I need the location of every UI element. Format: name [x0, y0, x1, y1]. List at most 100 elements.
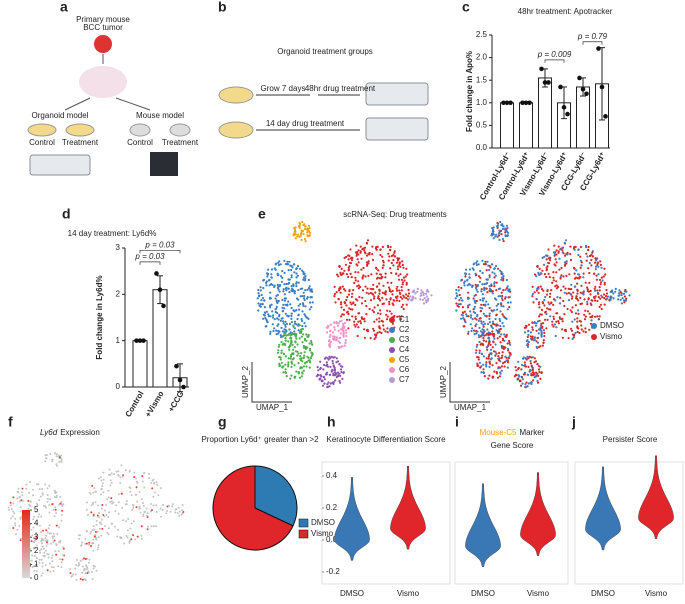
cell-dot [363, 249, 366, 252]
cell-dot [135, 477, 137, 480]
cell-dot [91, 529, 94, 532]
cell-dot [166, 510, 169, 512]
data-point [539, 66, 544, 72]
cell-dot [564, 287, 567, 290]
cell-dot [479, 366, 482, 369]
cell-dot [544, 310, 548, 313]
cell-dot [426, 288, 429, 292]
cell-dot [550, 289, 553, 292]
cell-dot [74, 567, 77, 570]
cell-dot [597, 318, 600, 321]
cell-dot [360, 316, 363, 319]
cell-dot [47, 553, 50, 556]
cell-dot [566, 253, 569, 256]
data-point [527, 100, 532, 106]
panel-label: g [218, 414, 227, 430]
cell-dot [492, 375, 495, 378]
device [29, 154, 91, 176]
cell-dot [20, 537, 22, 540]
cell-dot [100, 534, 103, 537]
cell-dot [557, 320, 560, 323]
cell-dot [399, 296, 402, 299]
cell-dot [94, 501, 97, 504]
cell-dot [287, 361, 290, 364]
plot-frame [321, 461, 451, 585]
cell-dot [281, 306, 284, 309]
cell-dot [392, 264, 395, 267]
cell-dot [557, 245, 560, 248]
x-tick-label: +Vismo [143, 389, 165, 418]
cell-dot [609, 296, 612, 299]
cell-dot [271, 310, 274, 313]
cell-dot [500, 276, 503, 279]
cell-dot [337, 289, 341, 292]
cell-dot [362, 247, 365, 250]
cell-dot [393, 255, 396, 258]
cell-dot [513, 375, 517, 378]
cell-dot [599, 297, 602, 300]
cell-dot [475, 261, 478, 264]
cell-dot [464, 272, 468, 275]
cell-dot [121, 506, 124, 509]
cell-dot [586, 310, 590, 313]
cell-dot [178, 514, 181, 517]
cell-dot [335, 357, 338, 360]
cell-dot [545, 327, 548, 330]
cell-dot [365, 313, 368, 316]
chart-title: 14 day treatment: Ly6d% [68, 229, 157, 238]
cell-dot [270, 273, 273, 276]
cell-dot [140, 537, 143, 540]
cell-dot [485, 361, 488, 364]
cell-dot [92, 567, 95, 570]
cell-dot [257, 302, 260, 305]
cell-dot [509, 343, 512, 346]
cell-dot [335, 321, 338, 324]
cell-dot [586, 289, 589, 293]
cell-dot [479, 298, 482, 302]
cell-dot [182, 511, 185, 513]
cell-dot [420, 292, 423, 295]
cell-dot [527, 382, 530, 385]
data-point [523, 100, 529, 106]
cell-dot [324, 373, 327, 376]
cell-dot [416, 287, 419, 290]
cell-dot [272, 329, 275, 333]
cell-dot [304, 305, 307, 308]
violin [390, 465, 426, 550]
cell-dot [108, 468, 111, 471]
cell-dot [531, 292, 535, 296]
cell-dot [305, 333, 308, 336]
cell-dot [307, 333, 310, 336]
cell-dot [292, 353, 295, 356]
cell-dot [531, 369, 535, 372]
cell-dot [563, 291, 566, 294]
cell-dot [149, 503, 152, 505]
cell-dot [279, 364, 282, 367]
cell-dot [562, 299, 565, 303]
cell-dot [362, 274, 365, 277]
cell-dot [572, 336, 575, 339]
cell-dot [519, 379, 522, 383]
cell-dot [349, 301, 352, 304]
cell-dot [79, 578, 82, 580]
cell-dot [85, 508, 88, 511]
cell-dot [477, 358, 480, 361]
cell-dot [558, 316, 561, 319]
cell-dot [559, 277, 562, 280]
colorbar [22, 510, 30, 578]
cell-dot [531, 371, 535, 374]
cell-dot [344, 339, 347, 342]
legend-label: DMSO [311, 518, 335, 527]
cell-dot [477, 263, 480, 266]
cell-dot [357, 271, 360, 274]
cell-dot [98, 512, 101, 514]
cell-dot [350, 259, 354, 262]
cell-dot [354, 315, 357, 318]
cell-dot [396, 285, 399, 288]
cell-dot [283, 259, 286, 262]
cell-dot [617, 298, 620, 301]
cell-dot [296, 274, 299, 277]
cell-dot [464, 321, 467, 324]
cell-dot [134, 538, 137, 541]
cell-dot [520, 376, 524, 379]
